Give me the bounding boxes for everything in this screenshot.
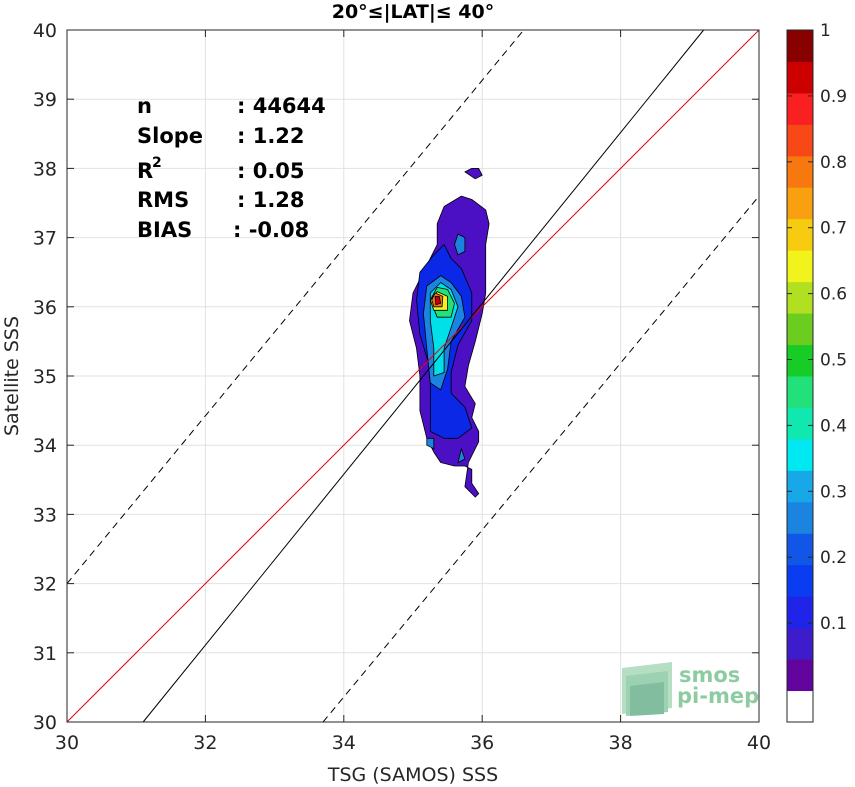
colorbar-band-2 [787, 627, 813, 660]
colorbar-band-9 [787, 407, 813, 440]
colorbar-tick-label-2: 0.3 [820, 482, 847, 502]
colorbar-band-15 [787, 218, 813, 251]
y-tick-label-0: 30 [33, 712, 57, 734]
stat-label-superscript: 2 [152, 155, 162, 171]
logo-line-2: pi-mep [677, 684, 759, 708]
stat-value-bias: : -0.08 [233, 218, 309, 242]
colorbar-band-8 [787, 438, 813, 471]
x-tick-label-0: 30 [55, 732, 79, 754]
colorbar-band-17 [787, 155, 813, 188]
x-axis-label: TSG (SAMOS) SSS [327, 764, 498, 786]
colorbar-tick-label-7: 0.8 [820, 153, 847, 173]
colorbar-band-12 [787, 313, 813, 346]
y-tick-label-2: 32 [33, 574, 57, 596]
y-tick-label-5: 35 [33, 366, 57, 388]
stat-label-bias: BIAS [137, 218, 192, 242]
colorbar-band-13 [787, 281, 813, 314]
x-tick-label-3: 36 [470, 732, 494, 754]
colorbar-tick-label-1: 0.2 [820, 548, 847, 568]
colorbar-band-10 [787, 376, 813, 408]
stat-label-r: R [137, 159, 153, 183]
lower-bound-line [322, 195, 760, 723]
density-contour-1 [464, 167, 483, 180]
stat-label-slope: Slope [137, 124, 203, 148]
colorbar-band-11 [787, 344, 813, 377]
y-tick-label-8: 38 [33, 158, 57, 180]
axis-ticks [66, 29, 760, 723]
reference-lines [66, 29, 760, 723]
one-to-one-line [66, 29, 760, 723]
colorbar-tick-label-3: 0.4 [820, 416, 847, 436]
colorbar-tick-label-5: 0.6 [820, 285, 847, 305]
colorbar-band-20 [787, 61, 813, 94]
colorbar-band-14 [787, 250, 813, 283]
stat-value-slope: : 1.22 [237, 124, 305, 148]
colorbar-band-16 [787, 187, 813, 220]
density-contour-8 [434, 295, 442, 306]
y-axis-label: Satellite SSS [1, 316, 23, 436]
x-tick-label-5: 40 [747, 732, 771, 754]
colorbar-band-5 [787, 533, 813, 566]
logo-line-1: smos [679, 663, 740, 687]
smos-pimep-logo: smos pi-mep [622, 662, 759, 716]
y-tick-label-3: 33 [33, 504, 57, 526]
colorbar-tick-label-8: 0.9 [820, 87, 847, 107]
y-tick-labels: 30 31 32 33 34 35 36 37 38 39 40 [33, 20, 57, 734]
x-tick-labels: 30 32 34 36 38 40 [55, 732, 771, 754]
colorbar-band-21 [787, 30, 813, 62]
chart-title: 20°≤|LAT|≤ 40° [332, 1, 495, 23]
colorbar-band-19 [787, 92, 813, 125]
regression-line [142, 29, 705, 723]
colorbar-band-0 [787, 690, 813, 723]
logo-wave-icon [622, 662, 672, 716]
colorbar-frame [786, 29, 814, 723]
x-tick-label-2: 34 [332, 732, 356, 754]
stat-label-rms: RMS [137, 188, 189, 212]
colorbar [786, 29, 814, 723]
colorbar-tick-label-6: 0.7 [820, 219, 847, 239]
colorbar-tick-label-9: 1 [820, 21, 831, 41]
colorbar-band-6 [787, 501, 813, 534]
stat-value-n: : 44644 [237, 94, 326, 118]
stat-label-n: n [137, 94, 152, 118]
y-tick-label-10: 40 [33, 20, 57, 42]
colorbar-band-1 [787, 659, 813, 692]
density-contours [409, 167, 490, 498]
stat-value-r: : 0.05 [237, 159, 305, 183]
density-contour-10 [457, 448, 466, 463]
colorbar-band-18 [787, 124, 813, 157]
colorbar-ticks: 0.1 0.2 0.3 0.4 0.5 0.6 0.7 0.8 0.9 1 [787, 21, 847, 634]
x-tick-label-4: 38 [609, 732, 633, 754]
x-tick-label-1: 32 [193, 732, 217, 754]
colorbar-tick-label-4: 0.5 [820, 351, 847, 371]
statistics-box: n : 44644 Slope : 1.22 R2 : 0.05 RMS : 1.28 BIAS… [137, 94, 326, 242]
colorbar-band-7 [787, 470, 813, 503]
density-contour-9 [454, 233, 466, 256]
colorbar-tick-label-0: 0.1 [820, 614, 847, 634]
colorbar-band-4 [787, 564, 813, 597]
y-tick-label-6: 36 [33, 297, 57, 319]
stat-value-rms: : 1.28 [237, 188, 305, 212]
y-tick-label-1: 31 [33, 643, 57, 665]
density-contour-11 [426, 437, 435, 450]
y-tick-label-4: 34 [33, 435, 57, 457]
y-tick-label-7: 37 [33, 228, 57, 250]
y-tick-label-9: 39 [33, 89, 57, 111]
grid [66, 29, 760, 723]
